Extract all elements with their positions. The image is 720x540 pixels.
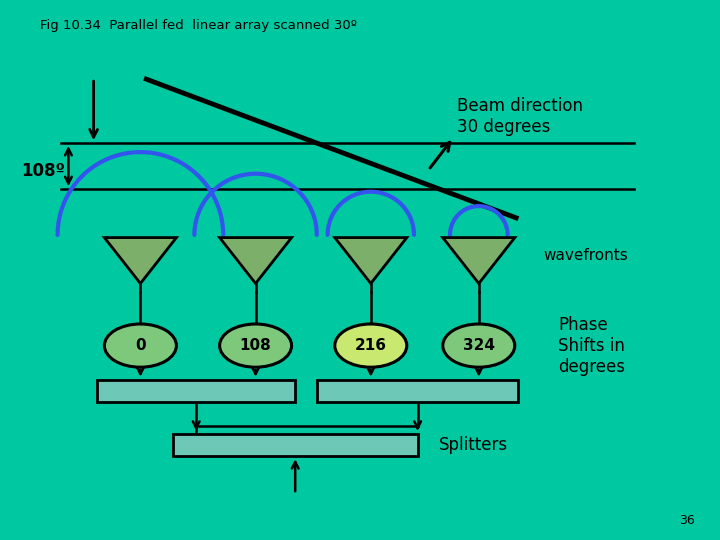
Text: Phase
Shifts in
degrees: Phase Shifts in degrees: [558, 316, 625, 375]
Text: Splitters: Splitters: [439, 436, 508, 454]
Polygon shape: [220, 238, 292, 284]
Polygon shape: [104, 238, 176, 284]
Text: 36: 36: [679, 514, 695, 526]
Ellipse shape: [335, 324, 407, 367]
FancyBboxPatch shape: [97, 380, 295, 402]
Polygon shape: [443, 238, 515, 284]
Ellipse shape: [104, 324, 176, 367]
Ellipse shape: [220, 324, 292, 367]
Polygon shape: [335, 238, 407, 284]
Text: 324: 324: [463, 338, 495, 353]
Text: 0: 0: [135, 338, 145, 353]
FancyBboxPatch shape: [317, 380, 518, 402]
Text: wavefronts: wavefronts: [544, 248, 629, 264]
Text: 216: 216: [355, 338, 387, 353]
FancyBboxPatch shape: [173, 434, 418, 456]
Text: Beam direction
30 degrees: Beam direction 30 degrees: [457, 97, 583, 136]
Ellipse shape: [443, 324, 515, 367]
Text: Fig 10.34  Parallel fed  linear array scanned 30º: Fig 10.34 Parallel fed linear array scan…: [40, 19, 356, 32]
Text: 108º: 108º: [22, 163, 66, 180]
Text: 108: 108: [240, 338, 271, 353]
